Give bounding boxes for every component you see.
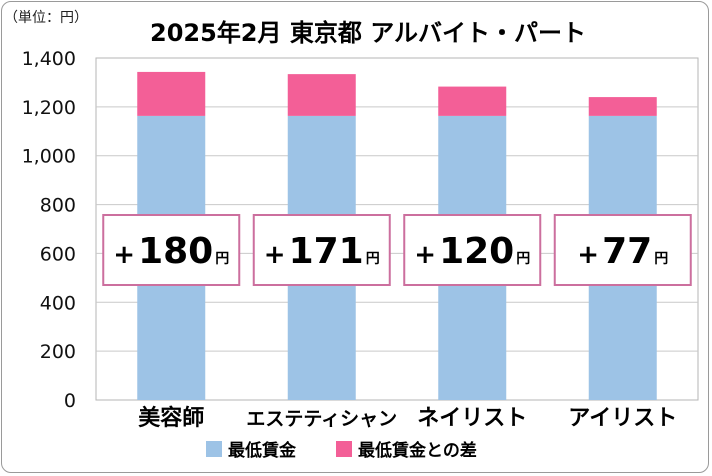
- data-label-unit: 円: [516, 251, 530, 267]
- data-label-sign: +: [577, 240, 599, 270]
- data-label: +180 円: [113, 231, 229, 272]
- chart-title: 2025年2月 東京都 アルバイト・パート: [150, 19, 586, 47]
- value-label-box: [252, 214, 391, 286]
- data-label-value: 120: [439, 231, 514, 272]
- data-label: +77 円: [577, 231, 668, 272]
- x-category-label: アイリスト: [568, 406, 677, 431]
- value-label-box: [553, 214, 692, 286]
- value-label-box: [102, 214, 241, 286]
- data-label-sign: +: [113, 240, 135, 270]
- data-label-sign: +: [414, 240, 436, 270]
- legend-swatch: [206, 441, 222, 457]
- y-tick-label: 600: [40, 243, 76, 265]
- x-category-label: 美容師: [138, 405, 204, 431]
- x-category-label: ネイリスト: [417, 406, 527, 431]
- plot-border: [95, 57, 699, 401]
- data-label-sign: +: [264, 240, 286, 270]
- legend-swatch: [336, 441, 352, 457]
- data-label-unit: 円: [215, 251, 229, 267]
- unit-note: （単位：円）: [4, 10, 88, 26]
- x-category-label: エステティシャン: [246, 408, 397, 430]
- bar-difference: [137, 71, 206, 116]
- data-label-unit: 円: [366, 251, 380, 267]
- bar-difference: [588, 97, 657, 116]
- value-label-box: [403, 214, 542, 286]
- data-label: +171 円: [264, 231, 380, 272]
- data-label: +120 円: [414, 231, 530, 272]
- data-label-value: 77: [602, 231, 652, 272]
- data-label-unit: 円: [654, 251, 668, 267]
- legend-label: 最低賃金との差: [358, 440, 477, 461]
- y-tick-label: 400: [40, 292, 76, 314]
- legend-label: 最低賃金: [228, 440, 297, 461]
- bar-difference: [438, 86, 507, 116]
- legend: 最低賃金 最低賃金との差: [206, 440, 477, 461]
- y-tick-label: 1,000: [22, 146, 76, 168]
- y-tick-label: 1,400: [22, 48, 76, 70]
- data-label-value: 171: [289, 231, 364, 272]
- y-tick-label: 200: [40, 341, 76, 363]
- y-tick-label: 1,200: [22, 97, 76, 119]
- data-label-value: 180: [138, 231, 213, 272]
- y-tick-label: 800: [40, 195, 76, 217]
- bar-difference: [287, 74, 356, 116]
- y-tick-label: 0: [64, 390, 76, 412]
